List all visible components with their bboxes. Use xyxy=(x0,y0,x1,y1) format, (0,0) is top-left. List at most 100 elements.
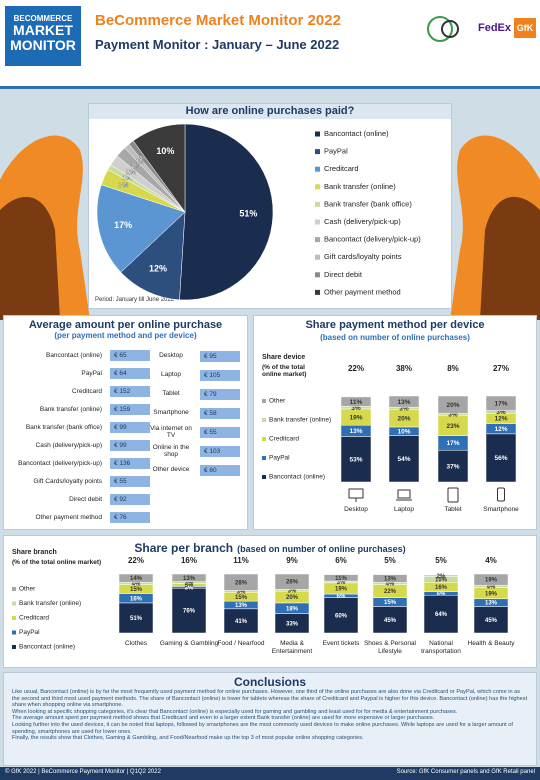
share-label: 4% xyxy=(485,556,497,565)
segment-label: 3% xyxy=(237,589,246,595)
pie-label: 10% xyxy=(156,146,174,156)
amount-value: € 136 xyxy=(110,458,150,469)
amount-row: Cash (delivery/pick-up) € 99 xyxy=(6,438,150,453)
segment-label: 11% xyxy=(350,399,363,406)
legend-swatch xyxy=(262,456,266,460)
segment-label: 6% xyxy=(437,592,446,598)
chart-title: Share payment method per device xyxy=(305,319,485,331)
segment-label: 4% xyxy=(487,584,496,590)
legend-label: Bancontact (online) xyxy=(324,129,389,138)
segment-label: 19% xyxy=(349,414,362,421)
amount-row: Direct debit € 92 xyxy=(6,492,150,507)
amount-value: € 105 xyxy=(200,369,240,381)
amount-row: Other device € 60 xyxy=(150,462,240,478)
legend-label: Bancontact (online) xyxy=(269,474,325,481)
legend-swatch xyxy=(12,587,16,591)
legend-label: Bank transfer (online) xyxy=(19,600,81,607)
legend-subtitle: (% of the total online market) xyxy=(262,364,307,378)
category-label: Tablet xyxy=(444,506,462,513)
bar-segment xyxy=(171,573,207,582)
legend-label: Creditcard xyxy=(269,436,299,443)
legend-swatch xyxy=(12,645,16,649)
pie-note: Period: January till June 2022 xyxy=(95,297,175,303)
bar-segment xyxy=(118,573,154,583)
bar-segment xyxy=(485,395,517,411)
amounts-panel: Average amount per online purchase (per … xyxy=(3,315,248,530)
amount-row: Desktop € 95 xyxy=(150,348,240,364)
category-label: Media & Entertainment xyxy=(271,640,313,655)
legend-swatch xyxy=(315,219,320,225)
segment-label: 64% xyxy=(435,612,448,618)
branch-panel: Bancontact (online) PayPal Creditcard Bank … xyxy=(3,535,537,668)
segment-label: 3% xyxy=(337,580,346,586)
segment-label: 3% xyxy=(448,412,458,419)
legend-label: Bank transfer (online) xyxy=(324,182,396,191)
conclusion-paragraph: When looking at specific shopping catego… xyxy=(12,708,458,715)
amount-label: Gift Cards/loyalty points xyxy=(33,477,102,485)
segment-label: 51% xyxy=(130,616,143,622)
legend-label: Direct debit xyxy=(324,270,363,279)
amount-value: € 79 xyxy=(200,388,240,400)
partner-fedex: FedEx xyxy=(478,22,512,34)
share-label: 8% xyxy=(447,364,459,373)
amounts-title: Average amount per online purchase xyxy=(28,319,223,331)
bar-segment xyxy=(437,395,469,414)
share-label: 9% xyxy=(286,556,298,565)
segment-label: 15% xyxy=(235,595,248,601)
segment-label: 17% xyxy=(446,440,459,447)
partner-gfk: GfK xyxy=(514,18,536,38)
amount-label: Via internet on TV xyxy=(150,424,192,440)
chart-svg: 51% Bancontact (online) 12% PayPal 17% Credit… xyxy=(96,123,421,301)
amount-value: € 92 xyxy=(110,494,150,505)
segment-label: 28% xyxy=(235,580,248,586)
legend-label: PayPal xyxy=(324,147,348,156)
legend-swatch xyxy=(315,272,320,278)
segment-label: 19% xyxy=(335,587,348,593)
amount-row: Smartphone € 58 xyxy=(150,405,240,421)
device-panel: Bancontact (online) PayPal Creditcard Bank … xyxy=(253,315,537,530)
pie-label: 1% xyxy=(136,159,147,166)
amount-value: € 55 xyxy=(110,476,150,487)
device-icon xyxy=(348,488,364,499)
segment-label: 12% xyxy=(494,426,507,433)
segment-label: 45% xyxy=(485,618,498,624)
amount-label: Direct debit xyxy=(69,495,102,503)
bar-segment xyxy=(388,395,420,408)
chart-svg: Bancontact (online) PayPal Creditcard Bank … xyxy=(12,556,509,651)
segment-label: 16% xyxy=(435,585,448,591)
legend-label: PayPal xyxy=(269,455,290,462)
legend-label: Bank transfer (online) xyxy=(269,417,331,424)
share-label: 16% xyxy=(181,556,197,565)
logo-line: MARKET xyxy=(13,22,73,38)
amount-label: Bancontact (online) xyxy=(45,351,102,359)
category-label: Health & Beauty xyxy=(467,640,515,647)
segment-label: 26% xyxy=(286,580,299,586)
bar-segment xyxy=(340,396,372,407)
pie-label: 51% xyxy=(239,208,257,218)
amount-value: € 58 xyxy=(200,407,240,419)
legend-swatch xyxy=(315,201,320,207)
bar-segment xyxy=(437,449,469,483)
legend-label: Other xyxy=(269,398,286,405)
bar-segment xyxy=(473,606,509,634)
conclusion-paragraph: Looking further into the used devices, i… xyxy=(12,721,513,735)
legend-swatch xyxy=(262,475,266,479)
legend-swatch xyxy=(12,616,16,620)
amount-value: € 99 xyxy=(110,422,150,433)
legend-label: Creditcard xyxy=(19,615,49,622)
legend-swatch xyxy=(315,184,320,190)
segment-label: 4% xyxy=(386,582,395,588)
category-label: Shoes & Personal Lifestyle xyxy=(363,640,417,655)
amount-row: Bank transfer (bank office) € 99 xyxy=(6,420,150,435)
legend-label: Creditcard xyxy=(324,164,359,173)
pie-label: 1% xyxy=(139,156,150,163)
amount-row: Laptop € 105 xyxy=(150,367,240,383)
segment-label: 56% xyxy=(494,455,507,462)
segment-label: 22% xyxy=(384,589,397,595)
chart-heading: Share per branch (based on number of onli… xyxy=(4,539,536,557)
legend-swatch xyxy=(315,166,320,172)
amount-value: € 159 xyxy=(110,404,150,415)
amount-value: € 60 xyxy=(200,464,240,476)
header xyxy=(0,0,540,86)
category-label: Laptop xyxy=(394,506,414,513)
